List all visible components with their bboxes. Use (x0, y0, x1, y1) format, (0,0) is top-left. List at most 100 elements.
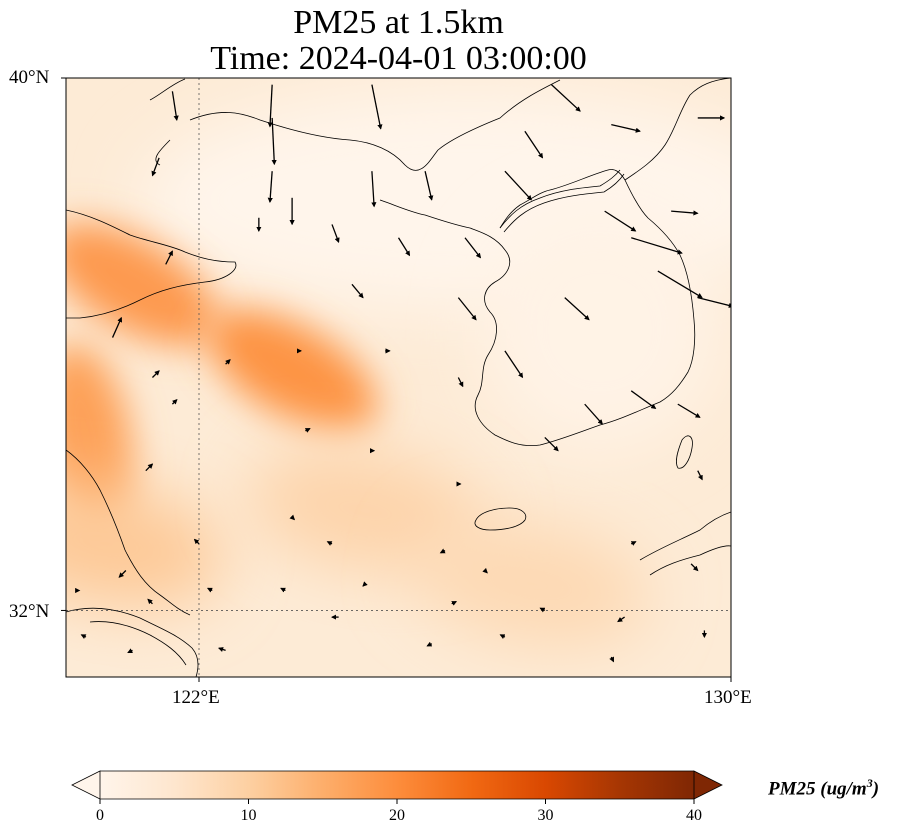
wind-arrow (697, 470, 703, 481)
wind-arrow (80, 634, 87, 640)
colorbar-title-sup: 3 (866, 776, 873, 790)
wind-arrow (539, 607, 546, 613)
wind-arrow (609, 656, 615, 663)
pm25-hotspot (412, 521, 651, 647)
wind-arrow (524, 130, 544, 159)
wind-arrow (657, 270, 703, 298)
pm25-hotspot (66, 222, 218, 346)
wind-arrow (127, 648, 133, 654)
wind-arrow (504, 350, 524, 379)
wind-arrow (147, 598, 153, 605)
coastline-east-korea (624, 78, 731, 181)
wind-arrow (690, 563, 699, 572)
wind-vectors (80, 84, 731, 663)
map-frame (65, 77, 732, 678)
coastlines (66, 78, 731, 677)
wind-arrow (544, 436, 559, 452)
colorbar-title-text: PM25 (ug/m (768, 778, 867, 800)
wind-arrow (551, 84, 581, 112)
colorbar-body (100, 771, 694, 799)
pm25-field (66, 78, 731, 677)
wind-arrow (697, 297, 731, 308)
wind-arrow (439, 548, 446, 554)
wind-arrow (397, 237, 411, 257)
coastline-liaodong (149, 78, 561, 171)
map-title-line2: Time: 2024-04-01 03:00:00 (210, 40, 587, 77)
wind-arrow (111, 316, 123, 338)
wind-arrow (118, 570, 127, 578)
wind-arrow (671, 210, 699, 216)
wind-arrow (604, 210, 637, 232)
wind-arrow (677, 403, 701, 418)
wind-arrow (267, 84, 273, 128)
wind-arrow (151, 157, 160, 177)
wind-arrow (289, 514, 296, 521)
map-title-line1: PM25 at 1.5km (293, 4, 504, 41)
wind-arrow (145, 463, 154, 472)
wind-arrow (218, 647, 226, 652)
colorbar-tick-20: 20 (389, 807, 405, 824)
lon-label-122e: 122°E (172, 687, 220, 708)
gridlines (66, 78, 731, 677)
wind-arrow (631, 237, 683, 255)
coastline-dmz (499, 169, 625, 233)
wind-arrow (171, 91, 179, 121)
wind-arrow (271, 117, 277, 166)
pm25-hotspot (206, 309, 378, 433)
coastline-bohai-west (66, 209, 237, 319)
axis-ticks (61, 77, 732, 682)
coastline-korea-north (499, 189, 551, 229)
wind-arrow (424, 171, 434, 201)
wind-arrow (280, 587, 286, 593)
colorbar-under-extend (71, 770, 101, 800)
pm25-hotspot (66, 481, 225, 607)
field-clean-korea (480, 210, 720, 450)
wind-arrow (611, 123, 641, 133)
wind-arrow (225, 359, 231, 365)
colorbar-tick-30: 30 (537, 807, 554, 824)
wind-arrow (617, 616, 625, 623)
coastline-jiangsu (66, 449, 191, 616)
wind-arrow (331, 224, 340, 243)
colorbar (71, 770, 723, 804)
wind-arrow (371, 84, 383, 130)
lat-label-40n: 40°N (9, 67, 50, 88)
colorbar-title: PM25 (ug/m3) (768, 776, 879, 800)
pm25-hotspot (246, 447, 484, 574)
colorbar-tick-0: 0 (96, 807, 104, 824)
wind-arrow (267, 171, 273, 204)
coastline-kyushu (639, 511, 731, 576)
wind-arrow (171, 398, 178, 405)
wind-arrow (151, 370, 160, 378)
wind-arrow (630, 541, 637, 546)
colorbar-title-end: ) (872, 778, 880, 800)
wind-arrow (564, 297, 590, 321)
wind-arrow (351, 283, 364, 299)
coastline-jeju (474, 507, 527, 531)
wind-arrow (464, 237, 482, 259)
wind-arrow (504, 170, 533, 201)
wind-arrow (457, 377, 464, 388)
wind-arrow (362, 581, 368, 587)
wind-arrow (206, 587, 213, 593)
wind-arrow (457, 297, 477, 321)
wind-arrow (482, 567, 488, 574)
wind-arrow (165, 250, 173, 265)
colorbar-tick-40: 40 (686, 807, 702, 824)
wind-arrow (426, 641, 433, 647)
wind-arrow (326, 541, 333, 546)
wind-arrow (371, 171, 377, 208)
wind-arrow (304, 427, 311, 433)
wind-arrow (630, 390, 657, 410)
colorbar-tick-10: 10 (240, 807, 257, 824)
lat-label-32n: 32°N (9, 601, 50, 622)
colorbar-over-extend (693, 770, 723, 800)
wind-arrow (584, 403, 603, 425)
coastline-west-korea (379, 169, 696, 447)
coastline-yangtze (66, 607, 199, 677)
wind-arrow (451, 601, 458, 606)
lon-label-130e: 130°E (704, 687, 752, 708)
wind-arrow (499, 634, 506, 640)
wind-arrow (193, 538, 200, 545)
